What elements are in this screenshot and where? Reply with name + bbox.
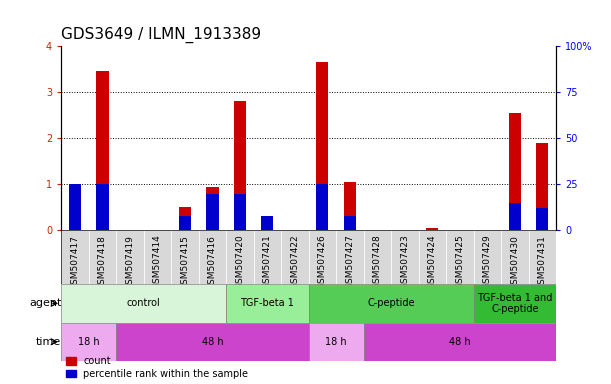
Bar [261,216,274,230]
Bar [391,230,419,284]
Bar [336,230,364,284]
Text: 18 h: 18 h [325,337,347,347]
Text: GSM507429: GSM507429 [483,235,492,290]
Text: 48 h: 48 h [449,337,470,347]
Bar [254,230,281,284]
Text: GSM507414: GSM507414 [153,235,162,290]
Bar [261,222,274,230]
Text: GSM507419: GSM507419 [125,235,134,290]
Bar [226,284,309,323]
Text: GSM507431: GSM507431 [538,235,547,290]
Text: GSM507416: GSM507416 [208,235,217,290]
Bar [364,230,391,284]
Text: GDS3649 / ILMN_1913389: GDS3649 / ILMN_1913389 [61,27,262,43]
Text: agent: agent [29,298,61,308]
Text: TGF-beta 1: TGF-beta 1 [240,298,295,308]
Text: GSM507427: GSM507427 [345,235,354,290]
Text: control: control [126,298,161,308]
Bar [199,230,226,284]
Bar [419,230,446,284]
Text: GSM507424: GSM507424 [428,235,437,289]
Bar [474,230,501,284]
Bar [96,71,109,230]
Bar [446,230,474,284]
Bar [68,184,81,230]
Text: GSM507417: GSM507417 [70,235,79,290]
Text: GSM507430: GSM507430 [510,235,519,290]
Bar [116,230,144,284]
Bar [61,284,226,323]
Text: 48 h: 48 h [202,337,223,347]
Text: time: time [36,337,61,347]
Text: C-peptide: C-peptide [367,298,415,308]
Bar [206,187,219,230]
Bar [178,216,191,230]
Bar [316,184,329,230]
Bar [536,143,549,230]
Bar [426,228,439,230]
Bar [343,216,356,230]
Bar [233,194,246,230]
Bar [226,230,254,284]
Legend: count, percentile rank within the sample: count, percentile rank within the sample [66,356,249,379]
Bar [343,182,356,230]
Bar [474,284,556,323]
Bar [529,230,556,284]
Text: 18 h: 18 h [78,337,100,347]
Bar [116,323,309,361]
Bar [89,230,116,284]
Bar [508,113,521,230]
Bar [178,207,191,230]
Text: TGF-beta 1 and
C-peptide: TGF-beta 1 and C-peptide [477,293,552,314]
Bar [309,323,364,361]
Bar [309,284,474,323]
Text: GSM507425: GSM507425 [455,235,464,290]
Bar [61,323,116,361]
Bar [206,194,219,230]
Bar [171,230,199,284]
Text: GSM507415: GSM507415 [180,235,189,290]
Bar [233,101,246,230]
Bar [309,230,336,284]
Bar [536,208,549,230]
Text: GSM507420: GSM507420 [235,235,244,290]
Bar [61,230,89,284]
Text: GSM507423: GSM507423 [400,235,409,290]
Text: GSM507422: GSM507422 [290,235,299,289]
Text: GSM507428: GSM507428 [373,235,382,290]
Bar [501,230,529,284]
Text: GSM507418: GSM507418 [98,235,107,290]
Bar [364,323,556,361]
Bar [508,203,521,230]
Text: GSM507426: GSM507426 [318,235,327,290]
Bar [281,230,309,284]
Text: GSM507421: GSM507421 [263,235,272,290]
Bar [316,62,329,230]
Bar [144,230,171,284]
Bar [96,184,109,230]
